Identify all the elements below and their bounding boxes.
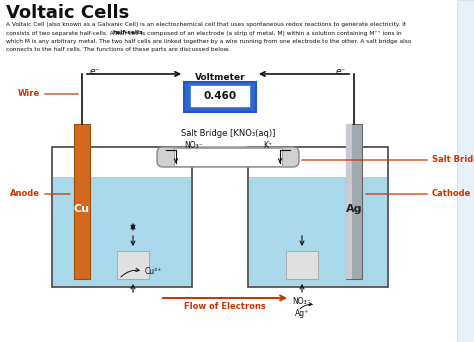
FancyBboxPatch shape	[184, 82, 256, 112]
Text: connects to the half cells. The functions of these parts are discussed below.: connects to the half cells. The function…	[6, 48, 230, 53]
FancyBboxPatch shape	[346, 124, 362, 279]
Text: Cathode: Cathode	[432, 189, 471, 198]
FancyBboxPatch shape	[174, 148, 282, 166]
Text: Salt Bridge: Salt Bridge	[432, 156, 474, 165]
Text: Wire: Wire	[18, 90, 40, 98]
Text: K⁺: K⁺	[263, 142, 272, 150]
Text: e⁻: e⁻	[90, 67, 100, 76]
Text: e⁻: e⁻	[336, 67, 346, 76]
Text: Voltmeter: Voltmeter	[195, 73, 246, 82]
Text: half-cells: half-cells	[113, 30, 144, 36]
Text: Ag: Ag	[346, 204, 362, 214]
Text: Salt Bridge [KNO₃(aq)]: Salt Bridge [KNO₃(aq)]	[181, 129, 275, 138]
Text: NO₃⁻: NO₃⁻	[184, 142, 203, 150]
FancyBboxPatch shape	[286, 251, 318, 279]
FancyBboxPatch shape	[117, 251, 149, 279]
Text: A Voltaic Cell (also known as a Galvanic Cell) is an electrochemical cell that u: A Voltaic Cell (also known as a Galvanic…	[6, 22, 406, 27]
FancyBboxPatch shape	[53, 177, 191, 286]
Text: Flow of Electrons: Flow of Electrons	[184, 302, 266, 311]
Text: Anode: Anode	[10, 189, 40, 198]
Text: Voltaic Cells: Voltaic Cells	[6, 4, 129, 22]
Text: 0.460: 0.460	[203, 91, 237, 101]
Text: which M is any arbitrary metal. The two half cells are linked together by a wire: which M is any arbitrary metal. The two …	[6, 39, 411, 44]
FancyBboxPatch shape	[346, 124, 352, 279]
FancyBboxPatch shape	[457, 0, 474, 342]
FancyBboxPatch shape	[190, 85, 250, 107]
FancyBboxPatch shape	[74, 124, 90, 279]
Text: Ag⁺: Ag⁺	[295, 309, 309, 318]
Text: Cu: Cu	[74, 204, 90, 214]
FancyBboxPatch shape	[249, 177, 387, 286]
Text: Cu²⁺: Cu²⁺	[145, 266, 163, 276]
Text: NO₃⁻: NO₃⁻	[292, 297, 311, 306]
FancyBboxPatch shape	[157, 147, 299, 167]
Text: consists of two separate half-cells. A half-cell is composed of an electrode (a : consists of two separate half-cells. A h…	[6, 30, 401, 36]
